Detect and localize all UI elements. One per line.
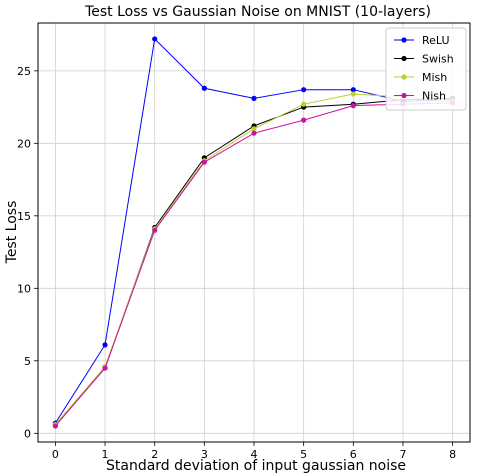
legend-label: ReLU bbox=[422, 34, 450, 47]
x-tick-label: 0 bbox=[52, 448, 59, 461]
legend-marker bbox=[401, 74, 407, 80]
legend: ReLU Swish Mish Nish bbox=[385, 27, 467, 111]
axis-ticks: 0 1 2 3 4 5 6 7 8 0 5 10 15 20 25 bbox=[17, 65, 456, 461]
y-tick-label: 10 bbox=[17, 282, 31, 295]
x-tick-label: 7 bbox=[399, 448, 406, 461]
x-tick-label: 4 bbox=[251, 448, 258, 461]
grid bbox=[38, 23, 470, 442]
chart-title: Test Loss vs Gaussian Noise on MNIST (10… bbox=[84, 4, 431, 20]
y-tick-label: 15 bbox=[17, 210, 31, 223]
legend-label: Mish bbox=[422, 71, 447, 84]
y-tick-label: 20 bbox=[17, 137, 31, 150]
legend-label: Swish bbox=[422, 53, 454, 66]
data-point-relu bbox=[301, 87, 307, 93]
legend-item-relu: ReLU bbox=[394, 34, 450, 47]
data-point-nish bbox=[152, 227, 158, 233]
data-point-mish bbox=[350, 91, 356, 97]
x-tick-label: 8 bbox=[449, 448, 456, 461]
legend-label: Nish bbox=[422, 90, 446, 103]
legend-marker bbox=[401, 92, 407, 99]
data-point-nish bbox=[52, 423, 58, 429]
data-point-relu bbox=[251, 95, 257, 101]
data-point-nish bbox=[301, 117, 307, 123]
legend-box bbox=[385, 27, 467, 111]
data-point-mish bbox=[301, 101, 307, 107]
data-point-nish bbox=[102, 365, 108, 371]
y-tick-label: 5 bbox=[24, 355, 31, 368]
legend-marker bbox=[401, 55, 407, 62]
x-tick-label: 3 bbox=[201, 448, 208, 461]
data-point-relu bbox=[102, 342, 108, 348]
data-point-relu bbox=[350, 87, 356, 93]
y-axis-label: Test Loss bbox=[4, 201, 20, 265]
legend-marker bbox=[401, 37, 407, 43]
x-tick-label: 2 bbox=[151, 448, 158, 461]
x-tick-label: 6 bbox=[350, 448, 357, 461]
data-point-mish bbox=[251, 126, 257, 132]
y-tick-label: 0 bbox=[24, 427, 31, 440]
data-point-nish bbox=[251, 130, 257, 136]
data-point-relu bbox=[152, 36, 158, 42]
legend-item-swish: Swish bbox=[394, 53, 454, 66]
x-tick-label: 1 bbox=[102, 448, 109, 461]
legend-item-mish: Mish bbox=[394, 71, 447, 84]
x-axis-label: Standard deviation of input gaussian noi… bbox=[106, 458, 406, 474]
data-point-nish bbox=[201, 159, 207, 165]
legend-item-nish: Nish bbox=[394, 90, 446, 103]
y-tick-label: 25 bbox=[17, 65, 31, 78]
data-point-nish bbox=[350, 103, 356, 109]
x-tick-label: 5 bbox=[300, 448, 307, 461]
data-point-relu bbox=[201, 85, 207, 91]
